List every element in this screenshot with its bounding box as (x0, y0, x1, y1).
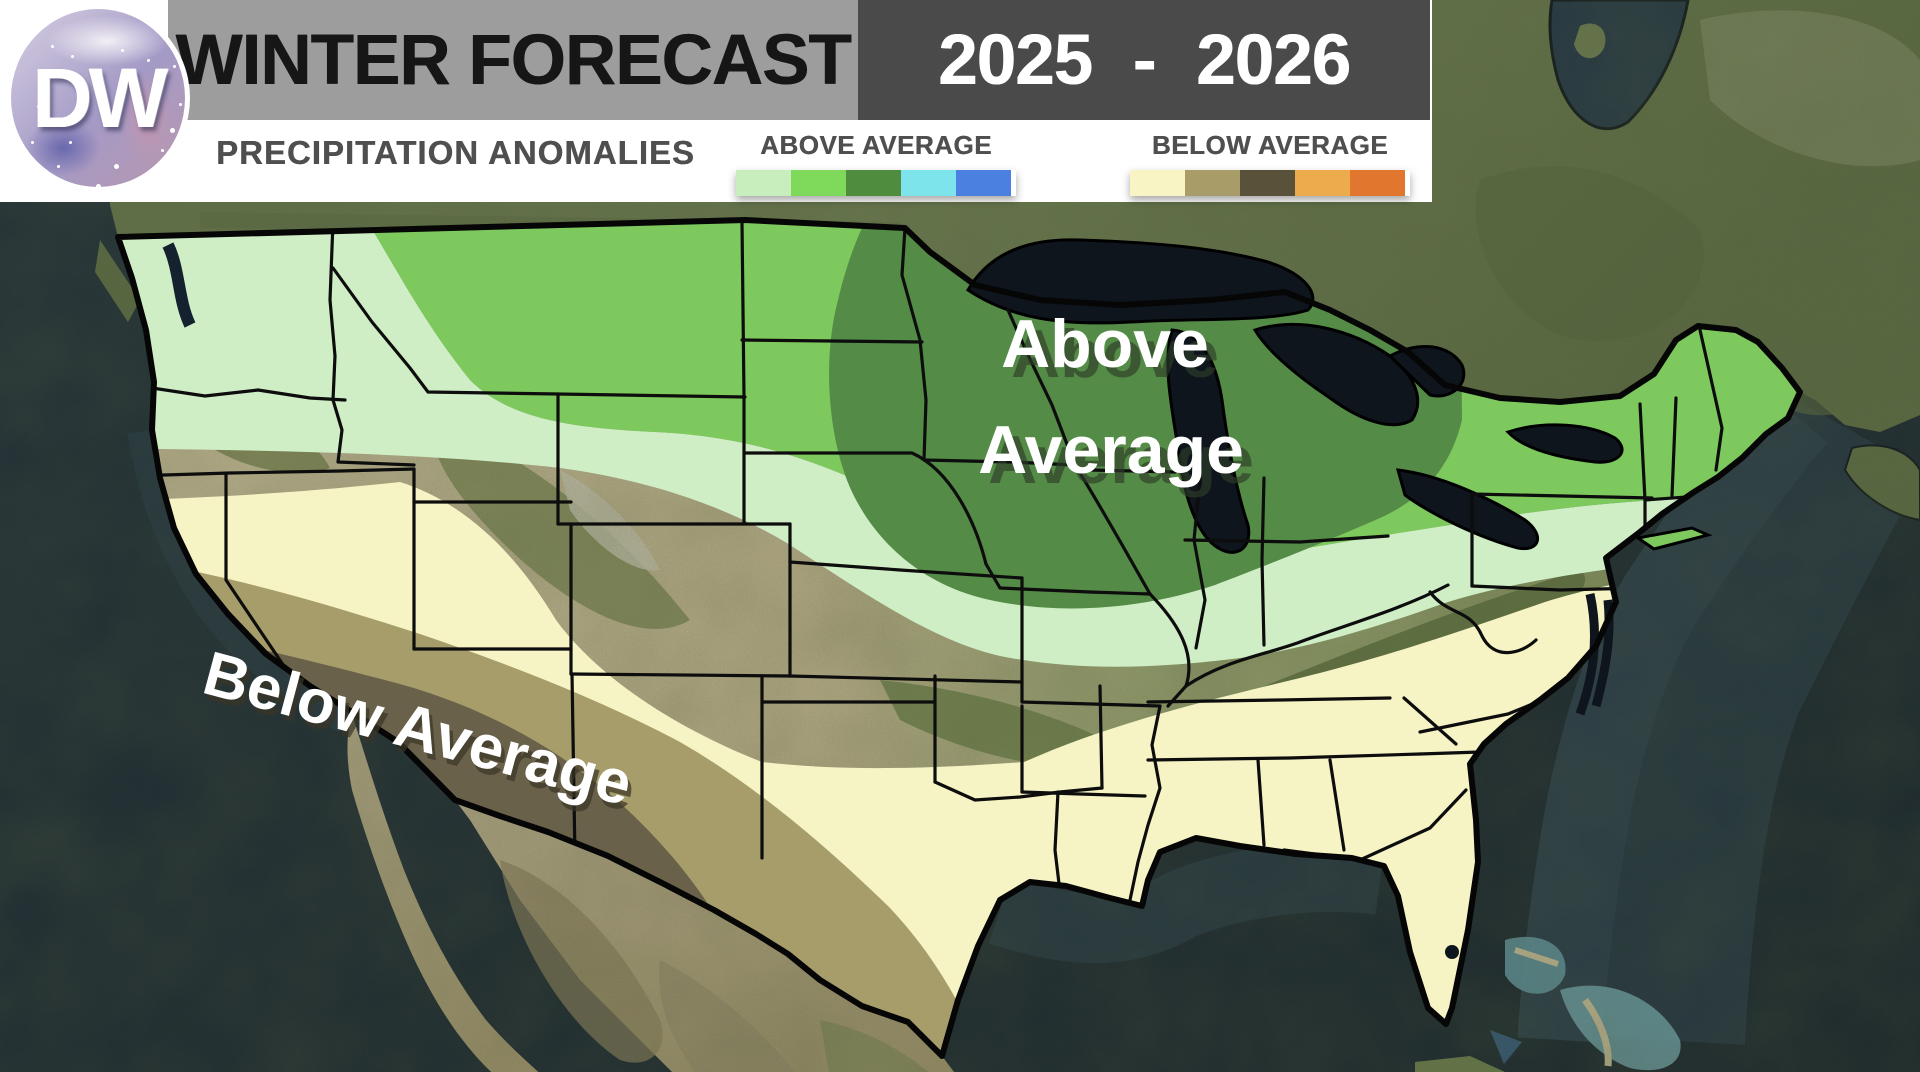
subtitle: PRECIPITATION ANOMALIES (216, 134, 695, 171)
season-range: 2025 - 2026 (938, 20, 1351, 100)
legend-above-average: ABOVE AVERAGE (736, 130, 1016, 196)
us-outline (115, 217, 1803, 1059)
lake-michigan (1166, 328, 1251, 554)
legend-below-swatches (1130, 170, 1410, 196)
svg-text:Average: Average (978, 412, 1244, 488)
long-island (1634, 526, 1713, 551)
dw-logo: DW (6, 4, 190, 192)
swatch (1240, 170, 1295, 196)
svg-text:Average: Average (988, 422, 1254, 498)
swatch (1185, 170, 1240, 196)
season-band: 2025 - 2026 (858, 0, 1430, 120)
region-above-average-1 (118, 220, 1758, 667)
logo-stars-decoration (51, 45, 54, 48)
page-title: WINTER FORECAST (175, 20, 851, 100)
swatch (791, 170, 846, 196)
legend-above-swatches (736, 170, 1016, 196)
above-average-area-label: Above Above Average Average (978, 306, 1254, 498)
lake-ontario (1505, 423, 1624, 464)
lake-okeechobee (1445, 945, 1459, 959)
swatch (956, 170, 1011, 196)
state-borders (118, 220, 1757, 902)
legend-below-label: BELOW AVERAGE (1151, 130, 1389, 160)
svg-text:Above: Above (1011, 316, 1219, 392)
legend-above-label: ABOVE AVERAGE (760, 130, 992, 160)
puget-sound (162, 242, 196, 328)
title-band: WINTER FORECAST (168, 0, 858, 120)
lake-huron (1252, 323, 1420, 427)
svg-text:Above: Above (1001, 306, 1209, 382)
swatch (1295, 170, 1350, 196)
swatch (1130, 170, 1185, 196)
legend-below-average: BELOW AVERAGE (1130, 130, 1410, 196)
header-banner: WINTER FORECAST 2025 - 2026 PRECIPITATIO… (0, 0, 1432, 202)
swatch (1350, 170, 1405, 196)
lake-erie (1395, 468, 1540, 551)
logo-text: DW (32, 50, 168, 145)
swatch (846, 170, 901, 196)
swatch (901, 170, 956, 196)
swatch (736, 170, 791, 196)
